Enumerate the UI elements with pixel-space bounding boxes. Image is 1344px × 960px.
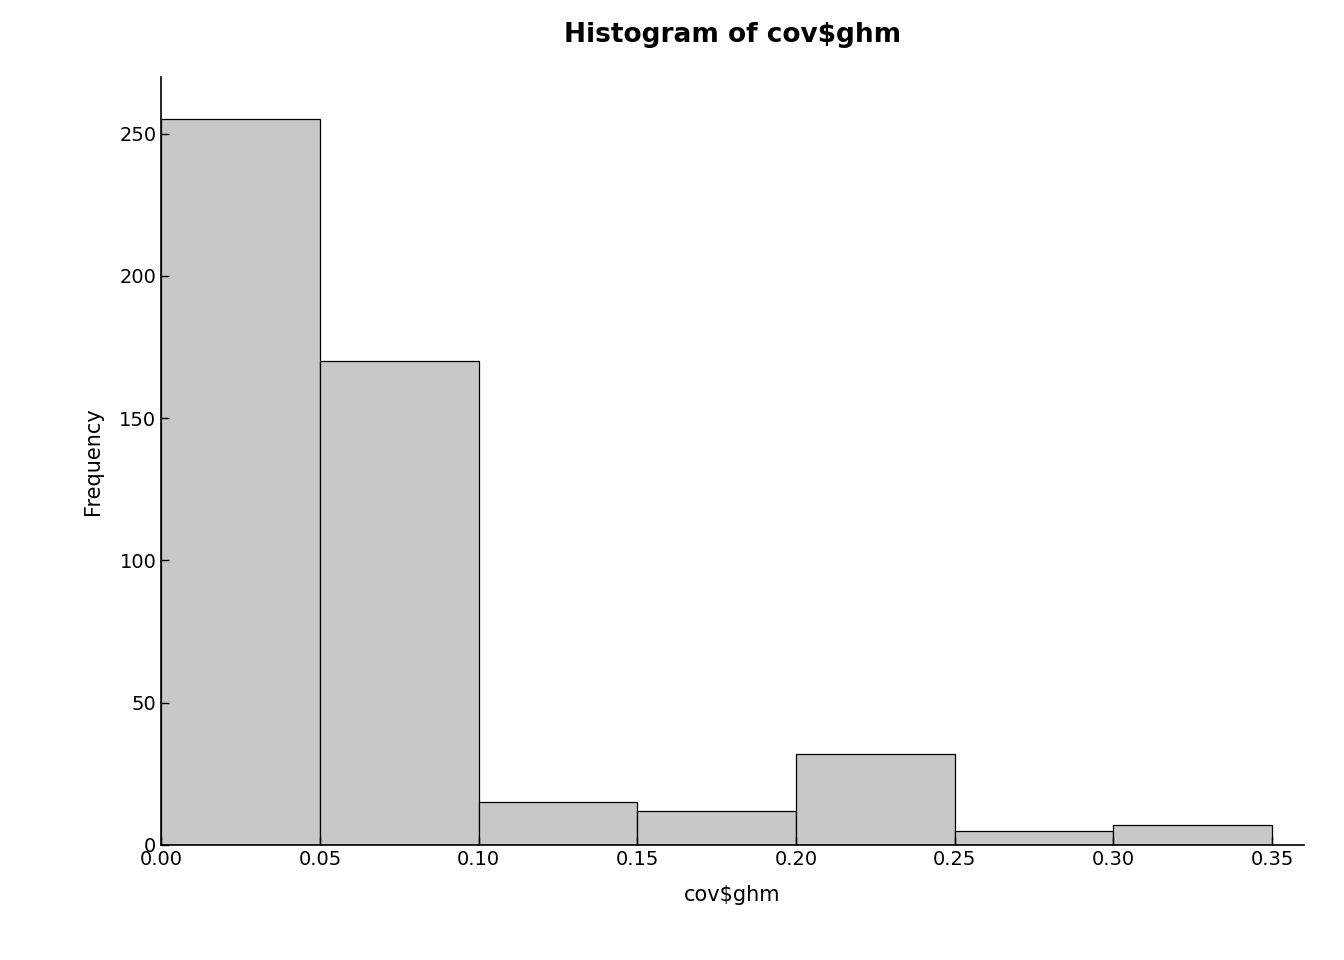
Y-axis label: Frequency: Frequency	[82, 407, 102, 515]
Bar	[320, 361, 478, 845]
Bar	[796, 754, 954, 845]
Bar	[478, 803, 637, 845]
Title: Histogram of cov$ghm: Histogram of cov$ghm	[564, 22, 900, 48]
Bar	[1113, 825, 1271, 845]
Bar	[954, 830, 1113, 845]
X-axis label: cov$ghm: cov$ghm	[684, 885, 781, 905]
Bar	[161, 119, 320, 845]
Bar	[637, 810, 796, 845]
